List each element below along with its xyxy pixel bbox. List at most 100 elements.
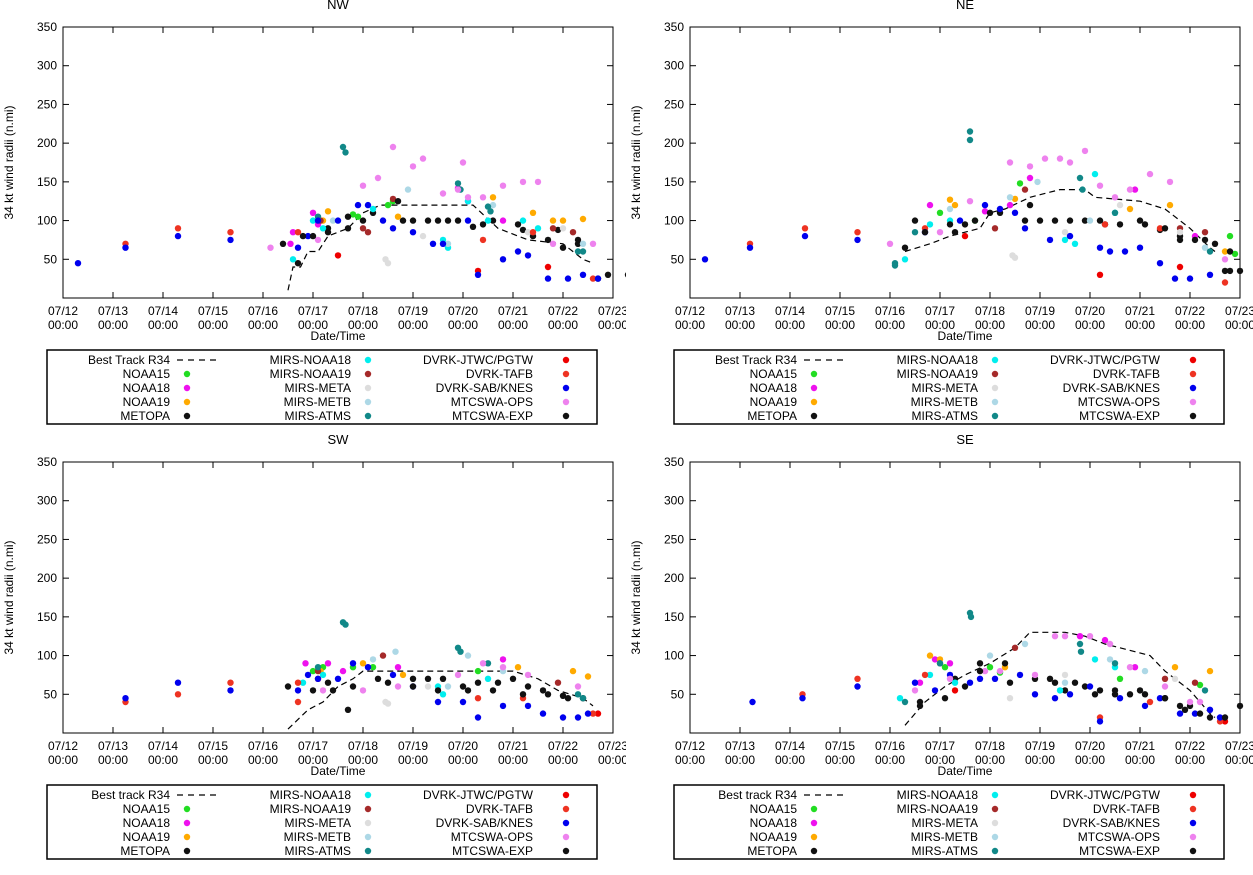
best-track-line [904,189,1216,253]
data-point-mtcswa-exp [1191,236,1199,244]
legend-symbol [364,356,372,364]
data-point-mirs-noaa18 [439,691,447,698]
data-point-mirs-noaa18 [534,225,542,232]
data-point-mirs-meta [559,225,567,232]
x-tick-label-time: 00:00 [725,753,755,767]
x-tick-label-time: 00:00 [348,318,378,332]
data-point-dvrk-sab-knes [1051,695,1059,702]
data-point-noaa18 [1101,636,1109,644]
data-point-metopa [976,660,984,667]
x-tick-label-date: 07/16 [875,739,905,753]
data-point-mtcswa-exp [309,232,317,240]
data-point-metopa [1061,687,1069,694]
data-point-dvrk-sab-knes [439,240,447,247]
x-tick-label-date: 07/20 [448,739,478,753]
x-tick-label-time: 00:00 [548,318,578,332]
data-point-noaa18 [926,201,934,209]
legend-symbol [1189,833,1197,841]
y-tick-label: 100 [664,214,684,228]
legend-label: MIRS-META [285,816,351,830]
data-point-mirs-metb [444,683,452,690]
data-point-mirs-metb [444,240,452,247]
x-tick-label-date: 07/17 [298,739,328,753]
data-point-noaa15 [1231,250,1239,258]
y-tick-label: 150 [37,175,57,189]
data-point-mtcswa-ops [464,194,472,201]
data-point-mtcswa-ops [1056,155,1064,162]
data-point-mtcswa-exp [479,221,487,228]
data-point-mtcswa-exp [986,209,994,216]
data-point-noaa15 [354,213,362,220]
data-point-mirs-metb [1201,244,1209,251]
legend-label: MIRS-NOAA19 [270,802,352,816]
x-tick-label-date: 07/21 [1125,304,1155,318]
legend-label: MTCSWA-EXP [1079,409,1160,423]
chart-title-sw: SW [328,435,350,447]
data-point-metopa [409,217,417,224]
legend-label: MIRS-NOAA19 [897,802,979,816]
x-tick-label-date: 07/22 [548,739,578,753]
x-tick-label-time: 00:00 [448,753,478,767]
data-point-dvrk-sab-knes [389,671,397,679]
legend-symbol [183,370,191,378]
data-point-mtcswa-ops [454,671,462,679]
legend-symbol [991,833,999,841]
data-point-noaa18 [302,660,309,667]
data-point-mtcswa-ops [439,190,447,197]
data-point-dvrk-sab-knes [799,695,806,702]
data-point-mirs-metb [1061,679,1069,686]
data-point-metopa [1051,217,1059,224]
data-point-mtcswa-ops [981,667,989,675]
data-point-mtcswa-ops [459,159,467,166]
data-point-dvrk-sab-knes [1096,244,1104,251]
data-point-mirs-metb [1141,667,1149,675]
legend-symbol [183,847,191,855]
data-point-noaa18 [1026,174,1034,182]
x-tick-label-date: 07/19 [398,304,428,318]
data-point-dvrk-tafb [1146,698,1154,706]
data-point-mirs-noaa18 [519,217,527,224]
y-tick-label: 300 [664,59,684,73]
data-point-dvrk-tafb [854,675,861,682]
data-point-metopa [509,675,517,682]
data-point-noaa15 [349,211,357,218]
data-point-noaa15 [936,209,944,216]
data-point-mirs-meta [1061,671,1069,679]
data-point-dvrk-sab-knes [334,675,342,682]
data-point-dvrk-sab-knes [1031,691,1039,698]
data-point-mirs-metb [1021,640,1029,648]
data-point-noaa19 [926,652,934,659]
data-point-metopa [1176,702,1184,710]
legend-label: MIRS-ATMS [285,844,351,858]
data-point-mirs-noaa18 [299,679,307,686]
data-point-mtcswa-ops [359,687,367,694]
data-point-mirs-noaa18 [319,225,327,232]
x-tick-label-date: 07/17 [298,304,328,318]
x-tick-label-date: 07/13 [98,739,128,753]
data-point-dvrk-sab-knes [1191,710,1199,717]
data-point-mtcswa-ops [1166,178,1174,186]
x-tick-label-time: 00:00 [198,318,228,332]
data-point-mtcswa-exp [329,687,337,694]
data-point-dvrk-sab-knes [499,702,507,710]
y-axis-label: 34 kt wind radii (n.mi) [629,105,643,219]
data-point-dvrk-sab-knes [1141,702,1149,710]
data-point-noaa15 [941,664,949,671]
chart-ne-svg: NE 34 kt wind radii (n.mi) 50 100 150 200 250 3… [629,0,1253,425]
data-point-noaa18 [339,667,347,675]
data-point-mtcswa-exp [409,683,417,690]
data-point-mirs-noaa18 [309,217,317,224]
data-point-mirs-atms [579,695,587,702]
data-point-mtcswa-ops [1106,640,1114,648]
legend-box [46,349,598,425]
data-point-mtcswa-ops [499,664,507,671]
y-tick-label: 250 [37,532,57,546]
data-point-mirs-meta [1006,695,1014,702]
y-axis-label: 34 kt wind radii (n.mi) [2,540,16,654]
x-tick-label-date: 07/23 [1225,739,1253,753]
data-point-dvrk-sab-knes [74,260,82,267]
legend-label: MIRS-META [912,381,978,395]
data-point-mirs-meta [1116,201,1124,209]
data-point-mirs-metb [946,205,954,213]
data-point-metopa [344,706,352,713]
